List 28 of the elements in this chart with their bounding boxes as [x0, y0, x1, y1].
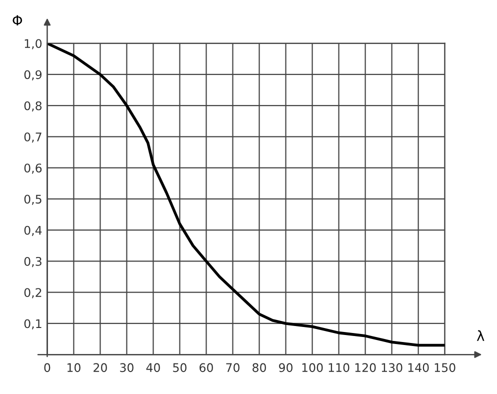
y-tick-label: 1,0 [24, 39, 42, 50]
x-tick-label: 130 [382, 363, 402, 372]
x-tick-label: 40 [146, 363, 160, 372]
x-tick-label: 100 [302, 363, 323, 372]
y-tick-label: 0,2 [24, 288, 42, 298]
x-tick-label: 150 [434, 363, 456, 372]
x-tick-label: 50 [173, 363, 186, 372]
x-tick-label: 30 [120, 363, 134, 372]
y-tick-label: 0,6 [24, 164, 42, 174]
x-tick-label: 120 [355, 363, 376, 372]
x-tick-label: 140 [408, 363, 429, 372]
y-tick-label: 0,4 [24, 226, 42, 236]
x-tick-label: 70 [226, 363, 240, 372]
x-tick-label: 10 [68, 363, 80, 372]
y-tick-label: 0,5 [24, 194, 42, 205]
x-tick-label: 90 [279, 363, 292, 372]
x-tick-label: 60 [200, 363, 213, 372]
x-axis-title: λ [476, 330, 484, 341]
y-tick-label: 0,1 [24, 319, 42, 330]
y-tick-label: 0,7 [24, 132, 42, 143]
x-tick-label: 80 [252, 363, 266, 372]
y-tick-label: 0,8 [24, 101, 42, 112]
y-axis-title: Φ [12, 15, 22, 26]
x-tick-label: 20 [94, 363, 107, 372]
y-tick-label: 0,3 [24, 256, 42, 268]
y-tick-label: 0,9 [24, 70, 42, 80]
x-tick-label: 0 [44, 363, 50, 372]
x-tick-label: 110 [328, 363, 350, 372]
